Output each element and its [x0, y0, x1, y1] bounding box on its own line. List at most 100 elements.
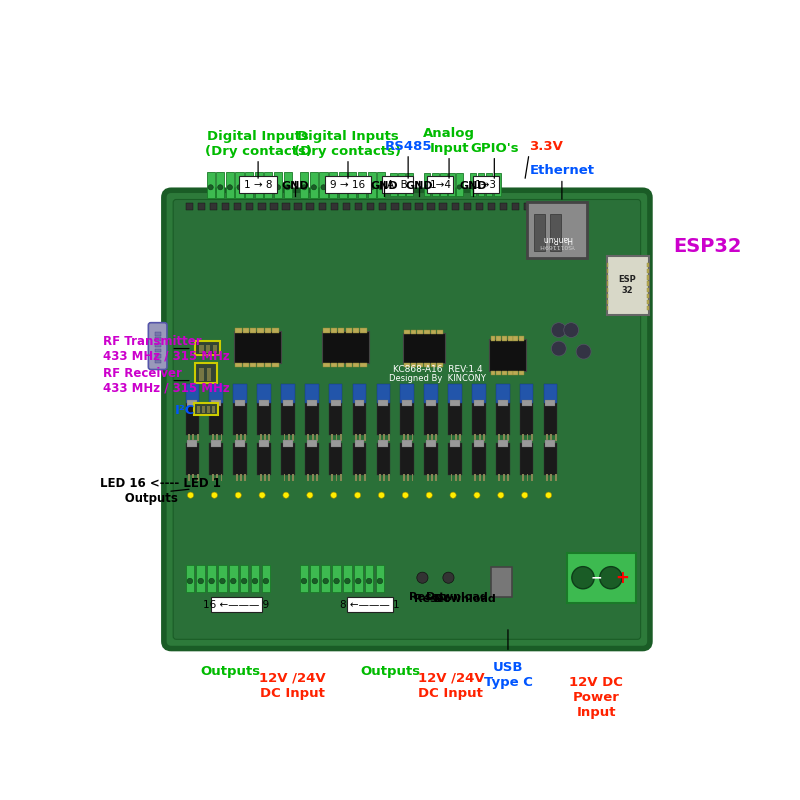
Circle shape — [399, 185, 404, 190]
Circle shape — [474, 492, 480, 498]
Bar — [426, 440, 436, 446]
Bar — [432, 173, 438, 197]
Circle shape — [312, 578, 318, 584]
FancyBboxPatch shape — [195, 341, 220, 355]
Bar — [470, 173, 476, 197]
Bar — [354, 400, 365, 406]
Bar — [323, 328, 330, 333]
Bar — [264, 172, 272, 198]
Bar — [496, 336, 501, 341]
Bar — [377, 402, 390, 435]
Bar — [544, 402, 558, 435]
Bar — [258, 202, 266, 210]
Bar — [236, 434, 238, 441]
Bar — [435, 434, 438, 441]
Bar — [188, 434, 190, 441]
Bar — [346, 328, 352, 333]
Circle shape — [551, 322, 566, 338]
Bar — [329, 443, 342, 475]
Bar — [400, 402, 414, 435]
Bar — [260, 474, 262, 481]
Circle shape — [256, 185, 262, 190]
Bar — [647, 306, 649, 310]
Bar — [378, 440, 388, 446]
Bar — [186, 443, 199, 475]
Bar — [647, 263, 649, 267]
Circle shape — [551, 341, 566, 356]
Bar — [154, 360, 161, 363]
Bar — [265, 328, 271, 333]
Circle shape — [378, 492, 385, 498]
Text: Download: Download — [426, 592, 488, 602]
Bar — [488, 202, 495, 210]
Circle shape — [433, 185, 438, 190]
Bar — [404, 330, 410, 334]
Bar — [606, 282, 608, 286]
Bar — [154, 332, 161, 336]
Bar — [391, 202, 398, 210]
Bar — [329, 384, 342, 402]
Text: LED 16 <---- LED 1
      Outputs: LED 16 <---- LED 1 Outputs — [100, 478, 221, 506]
Text: +: + — [615, 569, 629, 586]
Bar — [451, 202, 459, 210]
Circle shape — [470, 185, 475, 190]
Bar — [331, 474, 333, 481]
Text: Designed By  KINCONY: Designed By KINCONY — [390, 374, 486, 382]
Bar — [274, 172, 282, 198]
Bar — [216, 434, 218, 441]
FancyBboxPatch shape — [173, 199, 641, 639]
Bar — [364, 434, 366, 441]
Circle shape — [359, 185, 365, 190]
Circle shape — [522, 492, 528, 498]
Bar — [508, 370, 513, 375]
Bar — [514, 370, 518, 375]
Bar — [268, 474, 270, 481]
Bar — [472, 384, 486, 402]
FancyBboxPatch shape — [382, 176, 413, 193]
Circle shape — [576, 344, 591, 359]
Bar — [536, 202, 544, 210]
Bar — [550, 214, 561, 251]
Text: Reset: Reset — [414, 594, 450, 604]
Bar — [338, 172, 346, 198]
Bar — [235, 172, 243, 198]
FancyBboxPatch shape — [195, 363, 217, 383]
Bar — [257, 384, 271, 402]
Bar — [498, 434, 500, 441]
Bar — [544, 443, 558, 475]
Bar — [479, 434, 481, 441]
Text: RS485: RS485 — [384, 140, 432, 153]
Bar — [502, 336, 507, 341]
Bar — [353, 384, 366, 402]
Bar — [229, 565, 238, 592]
Text: 16 ←——— 9: 16 ←——— 9 — [203, 600, 270, 610]
Circle shape — [242, 578, 247, 584]
Bar — [154, 349, 161, 352]
Bar — [474, 474, 476, 481]
Bar — [402, 440, 412, 446]
FancyBboxPatch shape — [164, 190, 650, 649]
Bar — [647, 294, 649, 298]
Bar — [283, 172, 291, 198]
Bar — [498, 400, 508, 406]
Circle shape — [187, 578, 193, 584]
Bar — [522, 434, 524, 441]
Bar — [410, 330, 416, 334]
Bar — [198, 202, 205, 210]
Bar — [294, 202, 302, 210]
Bar — [210, 202, 217, 210]
Bar — [377, 443, 390, 475]
Circle shape — [235, 492, 242, 498]
Bar — [199, 345, 203, 354]
Bar — [546, 434, 548, 441]
Bar — [206, 345, 210, 354]
Circle shape — [340, 185, 346, 190]
Bar — [498, 440, 508, 446]
Circle shape — [323, 578, 329, 584]
Bar — [240, 474, 242, 481]
Circle shape — [259, 492, 266, 498]
Bar — [234, 402, 247, 435]
Bar — [560, 202, 568, 210]
Bar — [520, 402, 534, 435]
Bar — [323, 362, 330, 367]
